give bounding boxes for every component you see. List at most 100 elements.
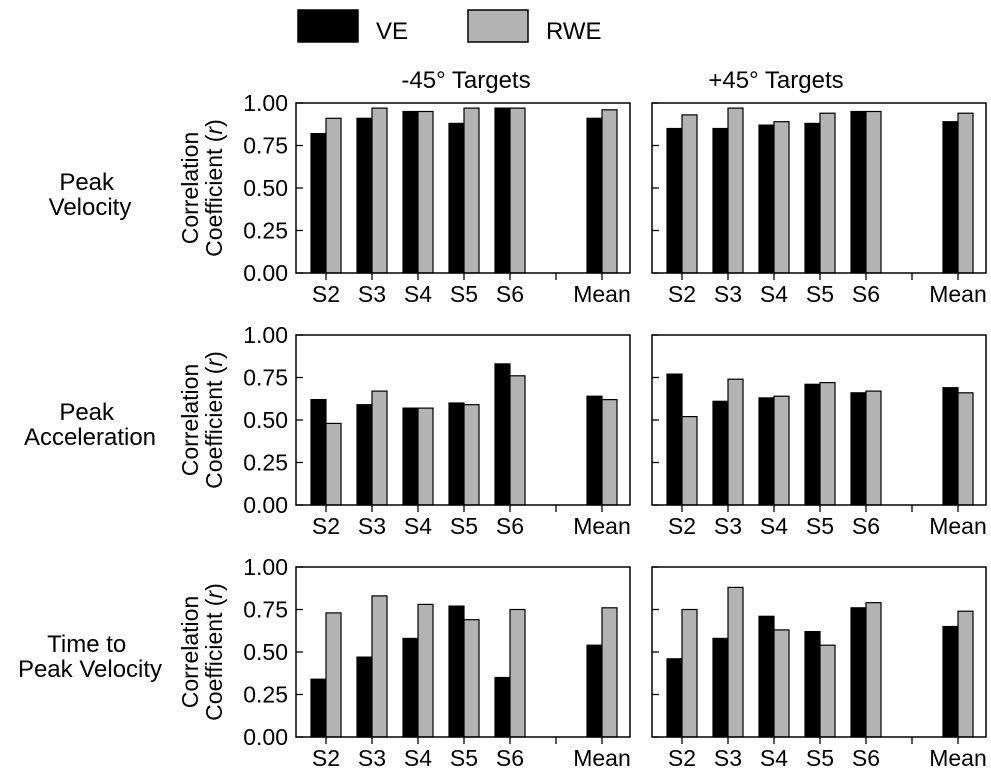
y-axis-label: CorrelationCoefficient (r)	[177, 351, 227, 489]
x-tick-label-s5: S5	[450, 513, 478, 539]
bar-ve-s3	[356, 117, 373, 274]
x-tick-label-s6: S6	[496, 745, 524, 771]
bar-ve-s2	[666, 658, 683, 738]
x-tick-label-s3: S3	[358, 281, 386, 307]
y-tick-label: 0.25	[243, 218, 288, 244]
bar-ve-s5	[804, 383, 821, 506]
bar-rwe-mean	[601, 399, 618, 506]
x-tick-label-s4: S4	[760, 745, 788, 771]
legend-label-rwe: RWE	[546, 18, 602, 45]
y-axis-label-line2: Coefficient (r)	[201, 351, 227, 489]
legend-swatch-rwe	[467, 9, 529, 43]
x-tick-label-s3: S3	[358, 513, 386, 539]
bar-rwe-s4	[417, 407, 434, 506]
bar-rwe-s3	[371, 107, 388, 274]
y-tick-label: 0.00	[243, 724, 288, 750]
x-tick-label-s5: S5	[806, 513, 834, 539]
bar-ve-s5	[448, 605, 465, 738]
x-tick-label-s6: S6	[852, 281, 880, 307]
bar-ve-s3	[712, 637, 729, 738]
bar-rwe-s3	[727, 586, 744, 738]
bar-ve-s3	[356, 404, 373, 506]
bar-ve-s6	[850, 392, 867, 506]
x-tick-label-s5: S5	[450, 281, 478, 307]
bar-ve-s3	[712, 400, 729, 506]
x-tick-label-s3: S3	[714, 513, 742, 539]
x-tick-label-s2: S2	[668, 281, 696, 307]
bar-ve-mean	[586, 644, 603, 738]
row-label-peak-velocity: Peak Velocity	[49, 169, 132, 221]
y-tick-label: 0.50	[243, 639, 288, 665]
bar-ve-s3	[356, 656, 373, 738]
bar-ve-s2	[666, 127, 683, 274]
panel-frame	[295, 566, 631, 738]
y-axis-label-symbol: r	[201, 126, 227, 135]
x-tick-label-mean: Mean	[573, 513, 631, 539]
bar-ve-s6	[494, 107, 511, 274]
row-label-time-to-peak-velocity-line1: Time to	[47, 631, 126, 658]
y-axis-label: CorrelationCoefficient (r)	[177, 119, 227, 257]
legend: VE RWE	[297, 9, 602, 45]
bar-rwe-s4	[417, 603, 434, 738]
bar-ve-s5	[804, 122, 821, 274]
x-tick-label-mean: Mean	[929, 745, 987, 771]
y-tick-label: 0.75	[243, 133, 288, 159]
bar-rwe-s5	[463, 107, 480, 274]
y-tick-label: 1.00	[243, 554, 288, 580]
legend-label-ve: VE	[376, 18, 408, 45]
y-tick-label: 0.00	[243, 492, 288, 518]
x-tick-label-s6: S6	[852, 513, 880, 539]
bar-rwe-s6	[509, 608, 526, 738]
bar-rwe-s3	[371, 595, 388, 738]
row-label-peak-velocity-line2: Velocity	[49, 194, 132, 221]
bar-ve-s4	[402, 407, 419, 506]
bar-rwe-s2	[681, 416, 698, 506]
y-tick-label: 0.50	[243, 407, 288, 433]
panel-frame	[651, 334, 987, 506]
bar-ve-mean	[942, 387, 959, 506]
bar-ve-s4	[402, 110, 419, 274]
x-tick-label-s4: S4	[404, 745, 432, 771]
bar-ve-s6	[494, 363, 511, 506]
bar-rwe-s6	[509, 107, 526, 274]
bar-rwe-s2	[681, 608, 698, 738]
bar-rwe-s5	[463, 619, 480, 738]
bar-ve-s5	[804, 630, 821, 738]
bar-ve-s6	[494, 676, 511, 738]
bar-rwe-s3	[371, 390, 388, 506]
bar-ve-s6	[850, 110, 867, 274]
panel-frame	[651, 566, 987, 738]
y-tick-label: 1.00	[243, 322, 288, 348]
bar-ve-s5	[448, 402, 465, 506]
y-axis-label-line1: Correlation	[177, 132, 203, 245]
bar-rwe-mean	[957, 392, 974, 506]
y-axis-label-line2: Coefficient (r)	[201, 119, 227, 257]
bar-ve-s2	[666, 373, 683, 506]
column-header-neg45: -45° Targets	[401, 67, 530, 94]
column-header-pos45: +45° Targets	[708, 67, 843, 94]
row-label-time-to-peak-velocity: Time to Peak Velocity	[18, 631, 162, 683]
bar-rwe-s4	[773, 395, 790, 506]
row-label-peak-acceleration: Peak Acceleration	[24, 399, 156, 451]
bar-ve-s2	[310, 133, 327, 274]
y-axis-label-symbol: r	[201, 590, 227, 599]
bar-ve-mean	[586, 395, 603, 506]
bar-rwe-s3	[727, 107, 744, 274]
y-tick-label: 1.00	[243, 90, 288, 116]
panel-peak-velocity-pos45: S2 S3 S4 S5 S6 Mean	[651, 102, 987, 307]
x-tick-label-s3: S3	[714, 745, 742, 771]
bar-ve-s4	[402, 637, 419, 738]
x-tick-label-s2: S2	[312, 513, 340, 539]
x-tick-label-mean: Mean	[573, 281, 631, 307]
bar-rwe-s2	[325, 612, 342, 738]
row-label-peak-velocity-line1: Peak	[59, 169, 115, 196]
panel-frame	[651, 102, 987, 274]
bar-rwe-s4	[417, 110, 434, 274]
bar-rwe-s3	[727, 378, 744, 506]
x-tick-label-mean: Mean	[929, 513, 987, 539]
bar-ve-s5	[448, 122, 465, 274]
row-label-time-to-peak-velocity-line2: Peak Velocity	[18, 656, 162, 683]
x-tick-label-s6: S6	[852, 745, 880, 771]
x-tick-label-s2: S2	[668, 745, 696, 771]
